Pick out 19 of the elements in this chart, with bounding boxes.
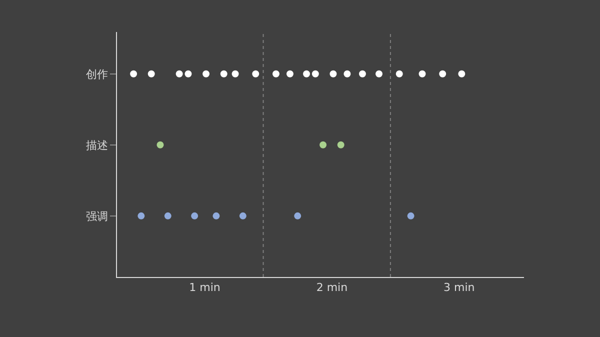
- point: [358, 70, 366, 78]
- point: [458, 70, 466, 78]
- point: [272, 70, 280, 78]
- point: [396, 70, 403, 78]
- point: [376, 70, 383, 78]
- point: [303, 70, 310, 78]
- point: [330, 70, 337, 78]
- y-tick-label: 创作: [86, 68, 108, 81]
- point: [418, 70, 426, 78]
- point: [286, 70, 294, 78]
- x-tick-label: 3 min: [444, 281, 475, 294]
- x-tick-label: 2 min: [316, 281, 348, 294]
- y-tick-label: 描述: [86, 138, 108, 152]
- point: [312, 70, 319, 78]
- y-tick-label: 强调: [86, 210, 108, 223]
- point: [439, 70, 446, 78]
- point: [252, 70, 260, 78]
- point: [344, 70, 351, 78]
- x-tick-label: 1 min: [189, 281, 220, 294]
